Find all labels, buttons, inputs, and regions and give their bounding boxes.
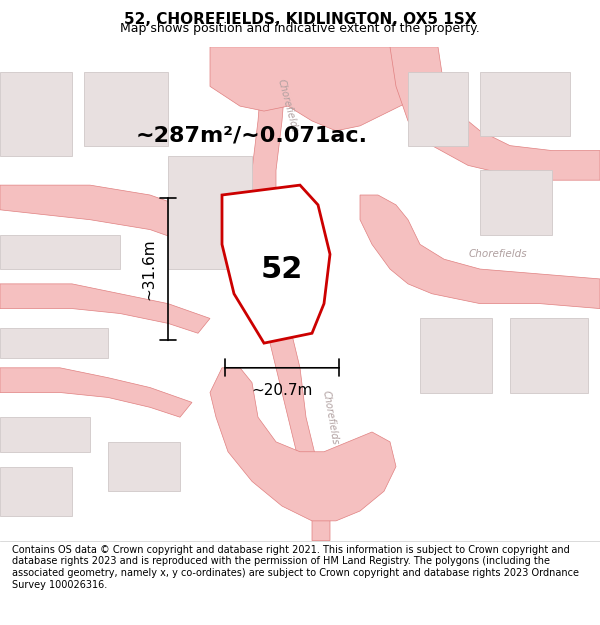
Polygon shape [408, 71, 468, 146]
Polygon shape [210, 368, 396, 521]
Polygon shape [108, 442, 180, 491]
Polygon shape [0, 418, 90, 452]
Text: 52, CHOREFIELDS, KIDLINGTON, OX5 1SX: 52, CHOREFIELDS, KIDLINGTON, OX5 1SX [124, 12, 476, 27]
Polygon shape [210, 47, 432, 131]
Polygon shape [510, 318, 588, 392]
Polygon shape [168, 156, 252, 269]
Polygon shape [0, 284, 210, 333]
Polygon shape [0, 185, 210, 254]
Polygon shape [360, 195, 600, 309]
Polygon shape [246, 47, 330, 541]
Text: Map shows position and indicative extent of the property.: Map shows position and indicative extent… [120, 22, 480, 35]
Polygon shape [480, 71, 570, 136]
Text: Contains OS data © Crown copyright and database right 2021. This information is : Contains OS data © Crown copyright and d… [12, 545, 579, 589]
Polygon shape [420, 318, 492, 392]
Polygon shape [480, 170, 552, 234]
Polygon shape [222, 185, 330, 343]
Polygon shape [390, 47, 600, 180]
Text: 52: 52 [261, 254, 303, 284]
Text: ~20.7m: ~20.7m [251, 382, 313, 398]
Text: Chorefields: Chorefields [320, 389, 340, 445]
Polygon shape [0, 234, 120, 269]
Polygon shape [0, 71, 72, 156]
Polygon shape [84, 71, 168, 146]
Text: ~31.6m: ~31.6m [141, 238, 156, 300]
Text: Chorefields: Chorefields [276, 78, 300, 134]
Polygon shape [0, 368, 192, 418]
Text: Chorefields: Chorefields [469, 249, 527, 259]
Polygon shape [0, 466, 72, 516]
Text: ~287m²/~0.071ac.: ~287m²/~0.071ac. [136, 126, 368, 146]
Polygon shape [0, 328, 108, 358]
